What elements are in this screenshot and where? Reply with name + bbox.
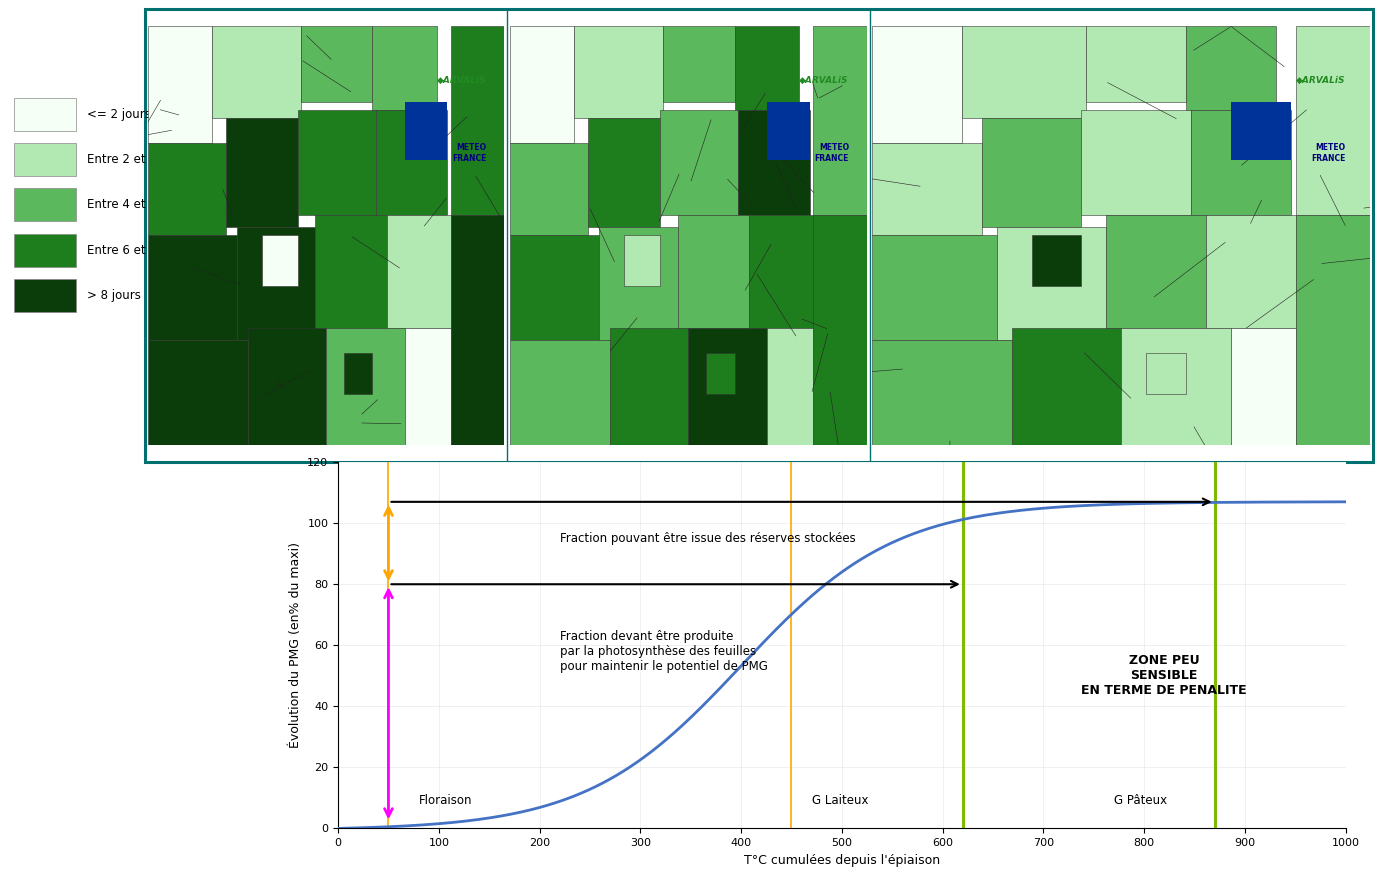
Bar bbox=[872, 340, 1012, 445]
Bar bbox=[511, 26, 574, 143]
Bar bbox=[148, 26, 213, 143]
Bar bbox=[1086, 26, 1185, 101]
Bar bbox=[404, 101, 447, 160]
Bar bbox=[996, 227, 1107, 340]
Bar bbox=[624, 235, 660, 286]
Bar bbox=[1191, 110, 1290, 215]
Bar bbox=[1296, 215, 1370, 445]
Bar bbox=[738, 110, 810, 215]
Bar bbox=[1107, 215, 1206, 328]
Bar bbox=[1082, 110, 1191, 215]
Text: Fraction devant être produite
par la photosynthèse des feuilles
pour maintenir l: Fraction devant être produite par la pho… bbox=[560, 630, 767, 673]
Text: ◆ARVALiS: ◆ARVALiS bbox=[799, 77, 849, 85]
Text: G Laiteux: G Laiteux bbox=[811, 794, 868, 807]
Bar bbox=[301, 26, 373, 101]
Bar bbox=[247, 328, 326, 445]
Text: ZONE PEU
SENSIBLE
EN TERME DE PENALITE: ZONE PEU SENSIBLE EN TERME DE PENALITE bbox=[1082, 654, 1248, 698]
Bar bbox=[14, 279, 76, 312]
Bar bbox=[213, 26, 301, 119]
Bar bbox=[344, 352, 373, 394]
Bar bbox=[749, 215, 813, 328]
Bar bbox=[373, 26, 436, 110]
Bar bbox=[14, 143, 76, 176]
Bar bbox=[148, 340, 247, 445]
Text: ◆ARVALiS: ◆ARVALiS bbox=[1296, 77, 1346, 85]
Bar bbox=[511, 340, 610, 445]
Text: 11/06 au 20/06: 11/06 au 20/06 bbox=[627, 0, 749, 1]
Bar bbox=[610, 328, 689, 445]
Text: Entre 4 et 6 jours: Entre 4 et 6 jours bbox=[87, 199, 189, 211]
Bar bbox=[14, 188, 76, 221]
Bar bbox=[375, 110, 447, 215]
Bar bbox=[404, 328, 451, 445]
Bar bbox=[962, 26, 1086, 119]
Text: <= 2 jours: <= 2 jours bbox=[87, 108, 150, 120]
Bar bbox=[1296, 26, 1370, 215]
Bar bbox=[872, 143, 981, 235]
Bar bbox=[386, 215, 451, 328]
Bar bbox=[872, 26, 962, 143]
Bar bbox=[316, 215, 386, 328]
Bar bbox=[707, 352, 734, 394]
Text: ◆ARVALiS: ◆ARVALiS bbox=[437, 77, 487, 85]
Bar bbox=[1185, 26, 1275, 110]
Bar bbox=[451, 215, 505, 445]
Text: Entre 6 et 8 jours: Entre 6 et 8 jours bbox=[87, 244, 189, 256]
Bar bbox=[767, 328, 813, 445]
Bar bbox=[734, 26, 799, 110]
Bar bbox=[14, 98, 76, 131]
Bar bbox=[148, 143, 226, 235]
X-axis label: T°C cumulées depuis l'épiaison: T°C cumulées depuis l'épiaison bbox=[744, 854, 940, 867]
Bar bbox=[813, 215, 867, 445]
Bar bbox=[262, 235, 298, 286]
Bar bbox=[689, 328, 767, 445]
Bar bbox=[1147, 352, 1185, 394]
Text: METEO
FRANCE: METEO FRANCE bbox=[453, 143, 487, 163]
Bar bbox=[298, 110, 375, 215]
Bar bbox=[678, 215, 749, 328]
Bar bbox=[237, 227, 316, 340]
Text: G Pâteux: G Pâteux bbox=[1114, 794, 1167, 807]
Text: 21/06 au 30/06: 21/06 au 30/06 bbox=[1060, 0, 1183, 1]
Bar bbox=[1122, 328, 1231, 445]
Y-axis label: Évolution du PMG (en% du maxi): Évolution du PMG (en% du maxi) bbox=[288, 542, 302, 748]
Bar bbox=[1012, 328, 1122, 445]
Bar bbox=[813, 26, 867, 215]
Text: Fraction pouvant être issue des réserves stockées: Fraction pouvant être issue des réserves… bbox=[560, 532, 856, 545]
Bar bbox=[326, 328, 404, 445]
Bar bbox=[767, 101, 810, 160]
Bar bbox=[1231, 328, 1296, 445]
Bar bbox=[1206, 215, 1296, 328]
Bar bbox=[1231, 101, 1290, 160]
Bar bbox=[574, 26, 664, 119]
Text: METEO
FRANCE: METEO FRANCE bbox=[814, 143, 849, 163]
Bar bbox=[981, 119, 1082, 227]
Bar bbox=[451, 26, 505, 215]
Bar bbox=[14, 234, 76, 267]
Bar bbox=[511, 235, 599, 340]
Bar bbox=[599, 227, 678, 340]
Bar bbox=[588, 119, 660, 227]
Text: > 8 jours: > 8 jours bbox=[87, 290, 141, 302]
Bar bbox=[148, 235, 237, 340]
Bar bbox=[660, 110, 738, 215]
Bar bbox=[664, 26, 734, 101]
Text: Entre 2 et 4 jours: Entre 2 et 4 jours bbox=[87, 153, 189, 166]
Text: METEO
FRANCE: METEO FRANCE bbox=[1311, 143, 1346, 163]
Bar bbox=[145, 9, 1373, 462]
Bar bbox=[872, 235, 996, 340]
Bar bbox=[511, 143, 588, 235]
Bar bbox=[226, 119, 298, 227]
Bar bbox=[1032, 235, 1082, 286]
Text: Floraison: Floraison bbox=[418, 794, 472, 807]
Text: 01/06 au 10/06: 01/06 au 10/06 bbox=[265, 0, 388, 1]
